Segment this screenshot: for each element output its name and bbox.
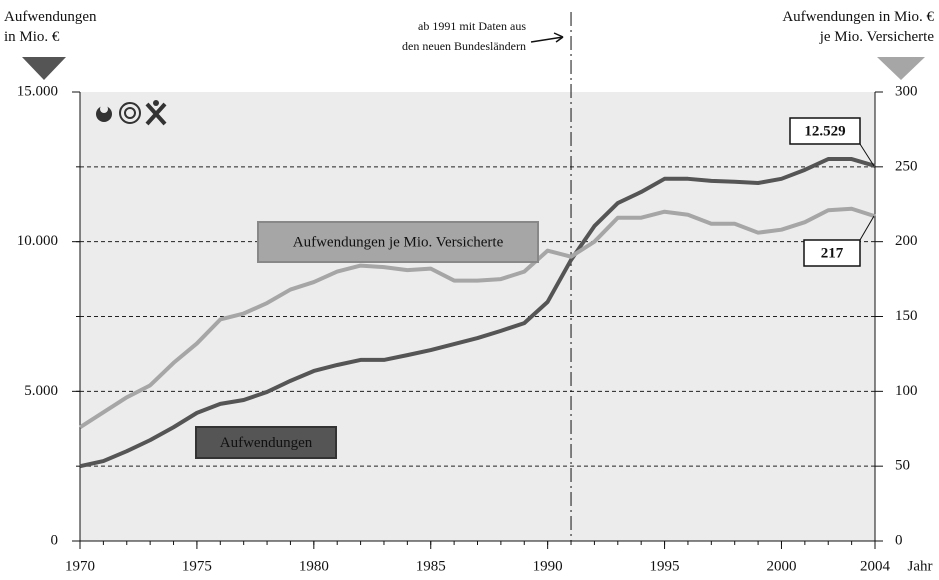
left-axis-marker (22, 57, 66, 80)
x-tick-label: 1990 (533, 558, 563, 574)
value-label-box (803, 239, 861, 267)
annotation-text: ab 1991 mit Daten aus (418, 19, 526, 33)
y2-tick-label: 150 (895, 308, 918, 324)
legend-label: Aufwendungen je Mio. Versicherte (293, 234, 504, 250)
y2-tick-label: 0 (895, 532, 903, 548)
value-label-box (789, 117, 861, 145)
x-tick-label: 1980 (299, 558, 329, 574)
series-line (79, 157, 876, 469)
logo (96, 100, 167, 126)
y2-tick-label: 300 (895, 83, 918, 99)
legend-box (195, 426, 337, 459)
label-pointer (859, 143, 875, 167)
y-tick-label: 0 (51, 532, 59, 548)
x-tick-label: 2000 (766, 558, 796, 574)
y2-axis-label: Aufwendungen in Mio. € je Mio. Versichert… (782, 9, 934, 45)
y2-tick-label: 100 (895, 383, 918, 399)
x-tick-label: 1975 (182, 558, 212, 574)
x-tick-label: 1970 (65, 558, 95, 574)
y2-tick-label: 200 (895, 233, 918, 249)
y2-tick-label: 250 (895, 158, 918, 174)
x-tick-label: 2004 (860, 558, 891, 574)
y-tick-label: 10.000 (17, 233, 58, 249)
y-tick-label: 15.000 (17, 83, 58, 99)
value-label: 217 (821, 245, 844, 261)
x-axis-label: Jahr (908, 558, 933, 574)
annotation-text: den neuen Bundesländern (402, 39, 526, 53)
right-axis-marker (877, 57, 925, 80)
y-tick-label: 5.000 (24, 383, 58, 399)
y2-tick-label: 50 (895, 458, 910, 474)
annotation-arrow (530, 32, 564, 43)
series-line (78, 206, 876, 429)
value-label: 12.529 (804, 123, 845, 139)
label-pointer (859, 215, 875, 241)
x-tick-label: 1995 (650, 558, 680, 574)
legend-label: Aufwendungen (220, 435, 313, 451)
x-tick-label: 1985 (416, 558, 446, 574)
y-axis-label: Aufwendungen in Mio. € (4, 9, 97, 45)
plot-area (80, 92, 875, 541)
legend-box (257, 221, 539, 263)
